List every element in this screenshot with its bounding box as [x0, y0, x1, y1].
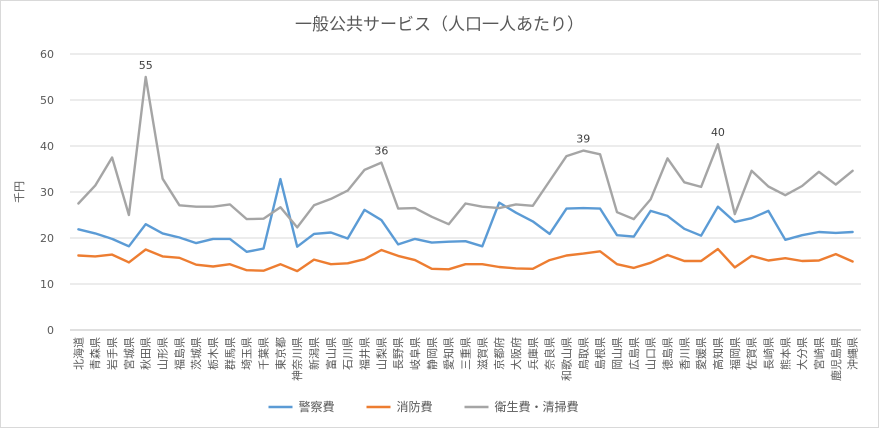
- x-tick-label: 栃木県: [206, 337, 220, 370]
- y-tick-label: 10: [40, 278, 54, 291]
- y-tick-label: 60: [40, 48, 54, 61]
- y-tick-label: 40: [40, 140, 54, 153]
- x-tick-label: 和歌山県: [559, 337, 573, 381]
- x-tick-label: 長崎県: [761, 337, 775, 370]
- x-tick-label: 大阪府: [509, 337, 523, 370]
- x-tick-label: 鳥取県: [576, 337, 590, 370]
- x-tick-label: 秋田県: [139, 337, 153, 370]
- x-tick-label: 長野県: [392, 337, 405, 370]
- x-tick-label: 福岡県: [728, 337, 742, 370]
- x-tick-label: 岩手県: [105, 337, 119, 370]
- data-label: 55: [139, 59, 153, 72]
- x-tick-label: 愛知県: [442, 337, 456, 370]
- x-tick-label: 島根県: [593, 337, 607, 370]
- x-tick-label: 滋賀県: [476, 337, 489, 370]
- x-tick-label: 京都府: [492, 337, 506, 370]
- x-tick-label: 神奈川県: [290, 337, 304, 381]
- x-tick-label: 鹿児島県: [829, 337, 843, 381]
- x-tick-label: 兵庫県: [526, 337, 540, 370]
- x-tick-label: 岐阜県: [409, 337, 422, 370]
- x-tick-label: 宮城県: [122, 337, 136, 370]
- x-tick-label: 佐賀県: [745, 337, 759, 370]
- x-tick-label: 宮崎県: [812, 337, 826, 370]
- x-tick-label: 大分県: [795, 337, 809, 370]
- data-label: 40: [711, 126, 725, 139]
- data-label: 36: [374, 145, 388, 158]
- x-tick-label: 富山県: [324, 337, 338, 370]
- y-tick-label: 0: [47, 324, 54, 337]
- y-tick-label: 30: [40, 186, 54, 199]
- series-line: [77, 177, 854, 254]
- x-tick-label: 沖縄県: [846, 337, 860, 370]
- x-tick-label: 新潟県: [307, 337, 321, 370]
- x-tick-label: 東京都: [273, 337, 287, 370]
- x-tick-label: 山形県: [157, 337, 170, 370]
- x-tick-label: 広島県: [627, 337, 641, 370]
- x-tick-label: 山口県: [645, 337, 658, 370]
- x-tick-label: 福島県: [172, 337, 186, 370]
- x-tick-label: 三重県: [459, 337, 473, 370]
- y-tick-label: 50: [40, 94, 54, 107]
- x-tick-label: 埼玉県: [240, 337, 254, 370]
- x-tick-label: 徳島県: [660, 337, 674, 370]
- chart-title: 一般公共サービス（人口一人あたり）: [295, 15, 584, 35]
- series-line: [77, 247, 854, 273]
- x-tick-label: 香川県: [678, 337, 691, 370]
- legend-label: 衛生費・清掃費: [495, 399, 579, 414]
- x-tick-label: 福井県: [358, 337, 372, 370]
- x-tick-label: 石川県: [342, 337, 355, 370]
- x-tick-label: 高知県: [711, 337, 725, 370]
- legend-label: 消防費: [397, 399, 433, 414]
- x-tick-label: 茨城県: [189, 337, 203, 370]
- legend-label: 警察費: [299, 399, 335, 414]
- x-tick-label: 千葉県: [257, 337, 271, 370]
- x-tick-label: 愛媛県: [694, 337, 708, 370]
- x-tick-label: 北海道: [71, 337, 85, 370]
- x-tick-label: 奈良県: [543, 337, 557, 370]
- x-tick-label: 静岡県: [425, 337, 439, 370]
- y-axis-label: 千円: [13, 181, 26, 203]
- x-tick-label: 群馬県: [223, 337, 237, 370]
- y-tick-label: 20: [40, 232, 54, 245]
- series-line: [77, 75, 854, 229]
- data-label: 39: [576, 133, 590, 146]
- x-tick-label: 山梨県: [374, 337, 388, 370]
- x-tick-label: 熊本県: [778, 337, 792, 370]
- x-tick-label: 岡山県: [611, 337, 624, 370]
- x-tick-label: 青森県: [88, 337, 102, 370]
